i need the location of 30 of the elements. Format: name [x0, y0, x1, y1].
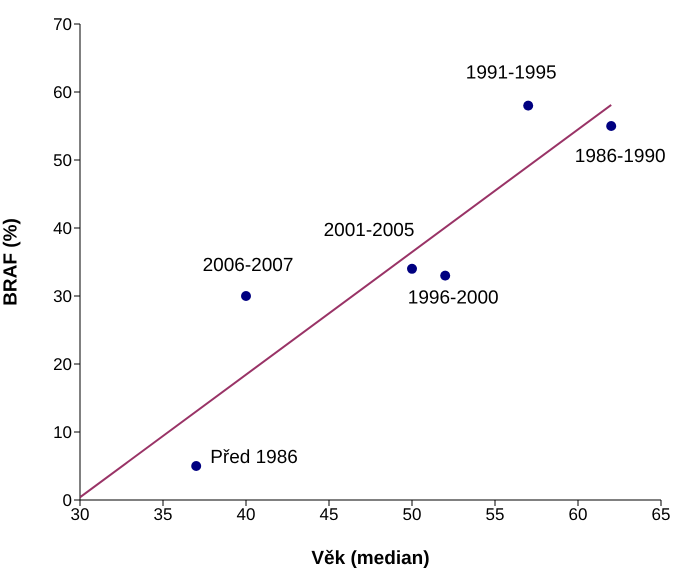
x-tick-label: 45	[320, 505, 338, 524]
annotation: 1991-1995	[466, 62, 557, 84]
point	[606, 121, 616, 131]
point	[191, 461, 202, 471]
x-tick-label: 65	[652, 505, 670, 524]
x-tick-label: 35	[154, 505, 172, 524]
y-tick-label: 10	[53, 423, 72, 442]
x-tick-label: 55	[486, 505, 504, 524]
point	[523, 100, 534, 111]
annotation: Před 1986	[210, 447, 298, 468]
y-tick-label: 0	[62, 491, 72, 510]
x-axis-title: Věk (median)	[311, 548, 430, 569]
y-tick-label: 30	[53, 287, 72, 306]
y-tick-label: 40	[53, 219, 72, 238]
annotation: 2001-2005	[324, 220, 414, 241]
x-tick-label: 60	[568, 505, 588, 524]
annotation: 1986-1990	[574, 146, 666, 168]
y-axis-title: BRAF (%)	[0, 218, 22, 306]
x-tick-label: 30	[70, 505, 90, 524]
y-tick-label: 70	[53, 15, 72, 34]
annotation: 1996-2000	[408, 288, 499, 309]
x-tick-label: 50	[402, 505, 422, 524]
point	[241, 291, 251, 301]
x-tick-label: 40	[236, 505, 256, 524]
point	[440, 270, 450, 281]
annotation: 2006-2007	[202, 255, 294, 276]
y-tick-label: 20	[53, 355, 72, 374]
y-tick-label: 60	[53, 83, 72, 102]
y-tick-label: 50	[53, 151, 72, 170]
point	[407, 264, 417, 274]
